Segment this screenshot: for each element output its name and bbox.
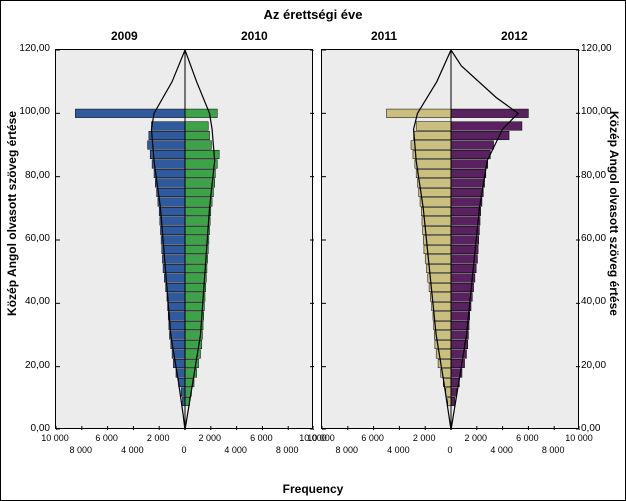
- y-tick-right: 40,00: [581, 296, 625, 307]
- x-tick: 4 000: [116, 445, 148, 455]
- x-tick: 10 000: [561, 433, 597, 443]
- x-tick: 8 000: [537, 445, 569, 455]
- x-tick: 8 000: [65, 445, 97, 455]
- y-tick-left: 40,00: [5, 296, 50, 307]
- x-tick: 4 000: [486, 445, 518, 455]
- top-title: Az érettségi éve: [1, 7, 625, 22]
- y-tick-right: 120,00: [581, 43, 625, 54]
- y-tick-left: 120,00: [5, 43, 50, 54]
- x-tick: 8 000: [331, 445, 363, 455]
- x-tick: 4 000: [220, 445, 252, 455]
- x-tick: 6 000: [243, 433, 279, 443]
- year-label-2012: 2012: [501, 29, 528, 43]
- year-label-2010: 2010: [241, 29, 268, 43]
- x-tick: 0: [168, 445, 200, 455]
- y-tick-right: 100,00: [581, 106, 625, 117]
- y-tick-left: 60,00: [5, 233, 50, 244]
- y-tick-right: 80,00: [581, 170, 625, 181]
- panel-right: [321, 49, 579, 429]
- y-axis-label-right: Közép Angol olvasott szöveg értése: [607, 111, 621, 316]
- x-tick: 2 000: [458, 433, 494, 443]
- year-label-2011: 2011: [371, 29, 397, 43]
- y-tick-left: 80,00: [5, 170, 50, 181]
- chart-frame: Az érettségi éve 2009 2010 2011 2012 Köz…: [0, 0, 626, 501]
- x-tick: 10 000: [37, 433, 73, 443]
- x-tick: 0: [434, 445, 466, 455]
- panel-left: [55, 49, 313, 429]
- x-tick: 6 000: [355, 433, 391, 443]
- y-axis-label-left: Közép Angol olvasott szöveg értése: [5, 111, 19, 316]
- year-label-2009: 2009: [111, 29, 138, 43]
- x-tick: 6 000: [89, 433, 125, 443]
- x-tick: 10 000: [303, 433, 339, 443]
- x-tick: 2 000: [406, 433, 442, 443]
- x-tick: 4 000: [382, 445, 414, 455]
- y-tick-left: 20,00: [5, 360, 50, 371]
- y-tick-left: 100,00: [5, 106, 50, 117]
- x-tick: 2 000: [140, 433, 176, 443]
- x-tick: 8 000: [271, 445, 303, 455]
- y-tick-right: 20,00: [581, 360, 625, 371]
- x-axis-label: Frequency: [1, 482, 625, 496]
- x-tick: 6 000: [509, 433, 545, 443]
- x-tick: 2 000: [192, 433, 228, 443]
- y-tick-right: 60,00: [581, 233, 625, 244]
